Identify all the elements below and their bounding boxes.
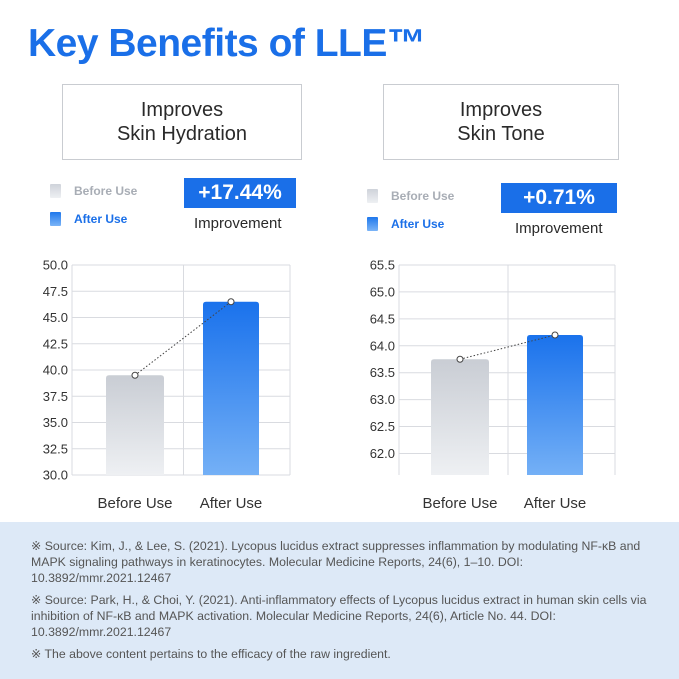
data-point-marker — [551, 331, 559, 339]
data-point-marker — [131, 371, 139, 379]
y-tick-label: 50.0 — [43, 258, 68, 273]
skintone-improvement-label: Improvement — [515, 220, 603, 237]
skintone-title-box: Improves Skin Tone — [383, 84, 619, 160]
y-tick-label: 65.0 — [370, 284, 395, 299]
skintone-improvement-badge: +0.71% — [501, 183, 617, 213]
bar-after-use — [203, 301, 259, 475]
y-tick-label: 32.5 — [43, 441, 68, 456]
y-tick-label: 64.0 — [370, 338, 395, 353]
skintone-bar-chart: 65.5 65.0 64.5 64.0 63.5 63.0 62.5 62.0 Before U… — [370, 258, 616, 512]
y-tick-label: 62.5 — [370, 419, 395, 434]
y-tick-label: 42.5 — [43, 336, 68, 351]
x-category-label: After Use — [200, 495, 263, 512]
y-tick-label: 45.0 — [43, 310, 68, 325]
bar-before-use — [106, 375, 164, 475]
y-tick-label: 47.5 — [43, 284, 68, 299]
disclaimer-note: ※ The above content pertains to the effi… — [31, 647, 391, 661]
hydration-bar-chart: 50.0 47.5 45.0 42.5 40.0 37.5 35.0 32.5 30.0 Befo… — [43, 258, 291, 512]
sources-footer: ※ Source: Kim, J., & Lee, S. (2021). Lyc… — [0, 522, 679, 679]
y-tick-label: 30.0 — [43, 468, 68, 483]
data-point-marker — [227, 298, 235, 306]
skintone-title-line1: Improves — [459, 99, 543, 121]
skintone-title-line2: Skin Tone — [457, 123, 545, 145]
trend-connector — [134, 301, 232, 376]
source-note: ※ Source: Kim, J., & Lee, S. (2021). Lyc… — [31, 539, 641, 585]
after-swatch — [50, 212, 61, 226]
y-tick-label: 63.0 — [370, 392, 395, 407]
page-title: Key Benefits of LLE™ — [28, 22, 426, 65]
skintone-legend: Before Use After Use — [367, 189, 454, 245]
y-tick-label: 40.0 — [43, 363, 68, 378]
skintone-panel: Improves Skin Tone Before Use After Use … — [339, 0, 679, 520]
hydration-title-line2: Skin Hydration — [116, 123, 248, 145]
hydration-improvement-label: Improvement — [194, 215, 282, 232]
legend-after-label: After Use — [391, 217, 445, 231]
hydration-improvement-badge: +17.44% — [184, 178, 296, 208]
source-note: ※ Source: Park, H., & Choi, Y. (2021). A… — [31, 593, 647, 639]
x-category-label: After Use — [524, 495, 587, 512]
hydration-legend: Before Use After Use — [50, 184, 137, 240]
x-category-label: Before Use — [422, 495, 497, 512]
bar-after-use — [527, 335, 583, 475]
hydration-title-box: Improves Skin Hydration — [62, 84, 302, 160]
legend-before-label: Before Use — [391, 189, 455, 203]
legend-after-label: After Use — [74, 212, 128, 226]
y-tick-label: 64.5 — [370, 311, 395, 326]
before-swatch — [367, 189, 378, 203]
y-tick-label: 37.5 — [43, 389, 68, 404]
bar-before-use — [431, 359, 489, 475]
trend-connector — [459, 334, 556, 360]
y-tick-label: 35.0 — [43, 415, 68, 430]
before-swatch — [50, 184, 61, 198]
data-point-marker — [456, 355, 464, 363]
y-tick-label: 62.0 — [370, 446, 395, 461]
y-tick-label: 65.5 — [370, 258, 395, 273]
after-swatch — [367, 217, 378, 231]
y-tick-label: 63.5 — [370, 365, 395, 380]
legend-before-label: Before Use — [74, 184, 138, 198]
hydration-panel: Improves Skin Hydration Before Use After… — [0, 0, 340, 520]
x-category-label: Before Use — [97, 495, 172, 512]
hydration-title-line1: Improves — [140, 99, 224, 121]
